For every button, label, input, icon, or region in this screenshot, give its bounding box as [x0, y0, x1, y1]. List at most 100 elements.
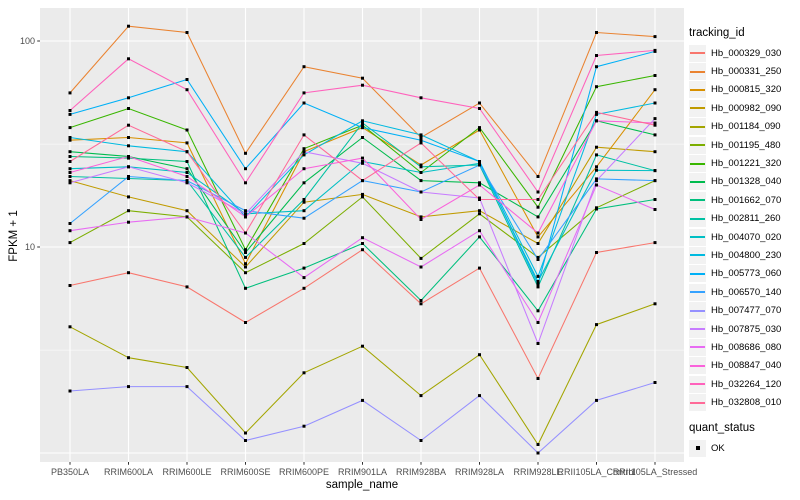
legend-key — [689, 228, 706, 246]
legend-item: Hb_002811_260 — [689, 210, 800, 228]
legend-ok-key — [689, 439, 706, 457]
data-point — [653, 101, 657, 105]
x-tick-label: RRIM600SE — [220, 467, 271, 477]
data-point — [361, 160, 364, 163]
data-point — [478, 183, 481, 187]
data-point — [127, 24, 130, 28]
legend-item-label: Hb_000815_320 — [711, 84, 782, 96]
data-point — [244, 209, 247, 213]
legend-item-label: Hb_032264_120 — [711, 378, 782, 390]
legend-key-line-icon — [690, 236, 705, 239]
data-point — [536, 443, 540, 446]
legend-item: Hb_000329_030 — [689, 44, 800, 62]
data-point — [536, 235, 540, 239]
legend-item-label: Hb_000331_250 — [711, 66, 782, 78]
legend-item: Hb_032808_010 — [689, 393, 800, 412]
data-point — [536, 242, 540, 245]
data-point — [361, 121, 364, 125]
legend-key-line-icon — [690, 180, 705, 183]
data-point — [302, 147, 306, 151]
data-point — [536, 377, 540, 380]
data-point — [127, 175, 130, 178]
data-point — [244, 212, 247, 216]
legend-item-label: Hb_000982_090 — [711, 102, 782, 114]
legend-item-label: Hb_004800_230 — [711, 249, 782, 261]
data-point — [361, 126, 364, 130]
data-point — [478, 353, 481, 357]
legend-item: Hb_001195_480 — [689, 136, 800, 154]
data-point — [419, 171, 423, 174]
data-point — [127, 385, 130, 389]
legend-key-line-icon — [690, 364, 705, 367]
data-point — [419, 218, 423, 221]
data-point — [302, 216, 306, 220]
data-point — [478, 126, 481, 130]
data-point — [361, 236, 364, 240]
data-point — [68, 150, 72, 154]
data-point — [361, 136, 364, 139]
data-point — [653, 169, 657, 173]
data-point — [419, 165, 423, 169]
data-point — [478, 128, 481, 132]
data-point — [595, 168, 598, 172]
legend-item: Hb_000815_320 — [689, 81, 800, 99]
data-point — [478, 163, 481, 167]
data-point — [302, 198, 306, 201]
data-point — [68, 155, 72, 158]
data-point — [244, 231, 247, 235]
legend-item: Hb_007875_030 — [689, 320, 800, 338]
data-point — [302, 101, 306, 105]
data-point — [127, 155, 130, 158]
legend-item-label: Hb_007875_030 — [711, 323, 782, 335]
data-point — [536, 215, 540, 219]
data-point — [127, 144, 130, 148]
data-point — [361, 156, 364, 160]
data-point — [595, 65, 598, 69]
data-point — [244, 215, 247, 219]
data-point — [68, 138, 72, 142]
data-point — [302, 286, 306, 290]
data-point — [595, 119, 598, 123]
data-point — [419, 256, 423, 260]
legend-item-label: Hb_001184_090 — [711, 121, 781, 133]
legend-key — [689, 375, 706, 393]
legend-item-label: Hb_004070_020 — [711, 231, 782, 243]
data-point — [653, 150, 657, 154]
legend-key — [689, 81, 706, 99]
data-point — [419, 141, 423, 145]
data-point — [185, 285, 189, 289]
data-point — [595, 165, 598, 169]
data-point — [536, 451, 540, 455]
data-point — [244, 181, 247, 185]
data-point — [302, 200, 306, 204]
data-point — [653, 35, 657, 39]
data-point — [244, 439, 247, 442]
ok-square-icon — [695, 446, 700, 450]
data-point — [653, 121, 657, 125]
legend-key — [689, 357, 706, 375]
data-point — [536, 309, 540, 313]
x-tick-label: RRIM600LA — [103, 467, 154, 477]
data-point — [244, 265, 247, 269]
data-point — [68, 167, 72, 171]
data-point — [244, 286, 247, 290]
legend-key — [689, 44, 706, 62]
data-point — [68, 181, 72, 185]
data-point — [361, 179, 364, 183]
data-point — [478, 266, 481, 270]
data-point — [127, 271, 130, 275]
x-axis-title: sample_name — [325, 479, 399, 491]
data-point — [595, 85, 598, 89]
data-point — [653, 302, 657, 306]
data-point — [127, 123, 130, 127]
data-point — [127, 356, 130, 360]
data-point — [361, 119, 364, 123]
x-tick-label: RRIM928BA — [395, 467, 447, 477]
legend-item-label: Hb_001221_320 — [711, 158, 782, 170]
data-point — [127, 107, 130, 110]
data-point — [361, 161, 364, 165]
data-point — [302, 167, 306, 171]
data-point — [361, 83, 364, 87]
data-point — [361, 344, 364, 348]
data-point — [68, 136, 72, 139]
